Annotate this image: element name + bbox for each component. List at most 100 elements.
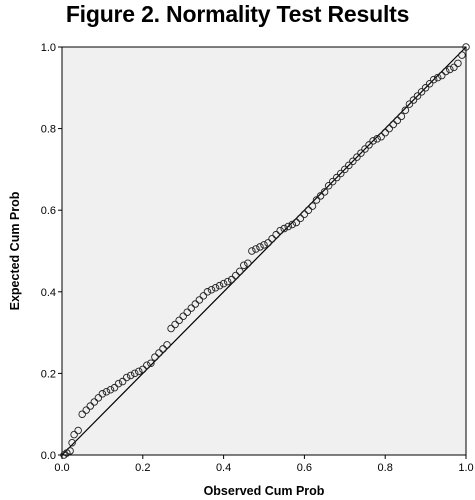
x-tick-label: 0.4 (216, 462, 231, 474)
data-point (191, 300, 200, 308)
data-point (66, 447, 74, 455)
data-point (231, 271, 240, 280)
data-point (369, 137, 377, 145)
data-point (199, 292, 208, 300)
data-point (389, 120, 398, 129)
data-point (393, 116, 402, 125)
data-point (450, 63, 458, 72)
data-point (130, 369, 139, 378)
data-point (276, 226, 284, 235)
data-point (163, 341, 171, 349)
data-point (417, 88, 426, 96)
data-point (215, 281, 224, 290)
data-point (68, 439, 76, 447)
data-point (401, 106, 410, 114)
data-point (312, 196, 321, 204)
data-point (167, 324, 175, 333)
data-point (94, 394, 103, 402)
data-point (203, 288, 212, 296)
data-point (223, 277, 232, 286)
data-point (429, 75, 438, 84)
data-point (413, 92, 422, 100)
data-point (260, 241, 268, 249)
data-point (421, 84, 430, 92)
y-tick-label: 1.0 (41, 42, 56, 54)
data-point (90, 398, 99, 406)
data-point (345, 161, 353, 170)
data-point (377, 133, 385, 141)
x-tick-label: 0.6 (297, 462, 312, 474)
data-point (446, 65, 454, 74)
data-point (183, 308, 191, 316)
data-point (324, 181, 333, 190)
data-point (143, 361, 151, 369)
data-point (357, 149, 365, 157)
data-point (442, 67, 450, 76)
data-point (272, 230, 280, 239)
y-tick-label: 0.6 (41, 205, 56, 217)
data-point (179, 312, 187, 321)
data-point (405, 100, 414, 108)
data-point (353, 153, 361, 161)
x-axis-title: Observed Cum Prob (204, 484, 325, 498)
data-point (433, 73, 442, 82)
data-point (126, 371, 135, 380)
data-point (280, 224, 288, 233)
data-point (114, 379, 123, 388)
x-tick-label: 0.0 (54, 462, 69, 474)
points-group (60, 43, 470, 459)
data-point (268, 235, 276, 243)
data-point (256, 243, 264, 251)
data-point (341, 165, 349, 174)
data-point (349, 157, 357, 165)
data-point (288, 220, 297, 229)
data-point (252, 245, 260, 253)
data-point (211, 283, 220, 292)
data-point (337, 169, 345, 178)
data-point (78, 410, 86, 418)
data-point (82, 406, 90, 414)
data-point (155, 349, 163, 357)
data-point (365, 141, 373, 149)
data-point (70, 430, 78, 439)
y-axis: 0.0 0.2 0.4 0.6 0.8 1.0 (41, 42, 62, 462)
y-tick-label: 0.8 (41, 124, 56, 136)
data-point (328, 177, 337, 186)
data-point (122, 373, 131, 382)
data-point (135, 367, 143, 376)
data-point (106, 385, 115, 394)
data-point (316, 192, 325, 200)
data-point (236, 267, 244, 276)
data-point (151, 353, 159, 361)
data-point (102, 388, 111, 396)
x-tick-label: 0.8 (378, 462, 393, 474)
data-point (264, 239, 272, 247)
data-point (292, 218, 301, 227)
data-point (373, 135, 381, 143)
data-point (207, 286, 216, 294)
data-point (240, 261, 248, 270)
data-point (86, 402, 95, 410)
data-point (300, 210, 309, 219)
data-point (187, 304, 196, 312)
data-point (195, 296, 204, 304)
data-point (248, 247, 256, 255)
data-point (454, 59, 462, 68)
data-point (219, 279, 228, 288)
data-point (244, 259, 252, 267)
data-point (304, 206, 313, 214)
data-point (438, 71, 446, 80)
y-tick-label: 0.0 (41, 450, 56, 462)
x-tick-label: 0.2 (135, 462, 150, 474)
data-point (74, 426, 82, 435)
data-point (159, 345, 167, 353)
x-axis: 0.0 0.2 0.4 0.6 0.8 1.0 (54, 455, 474, 474)
data-point (332, 173, 341, 182)
data-point (175, 316, 183, 325)
data-point (227, 275, 236, 284)
data-point (385, 124, 393, 133)
data-point (425, 79, 434, 88)
data-point (397, 112, 406, 121)
data-point (110, 383, 119, 392)
